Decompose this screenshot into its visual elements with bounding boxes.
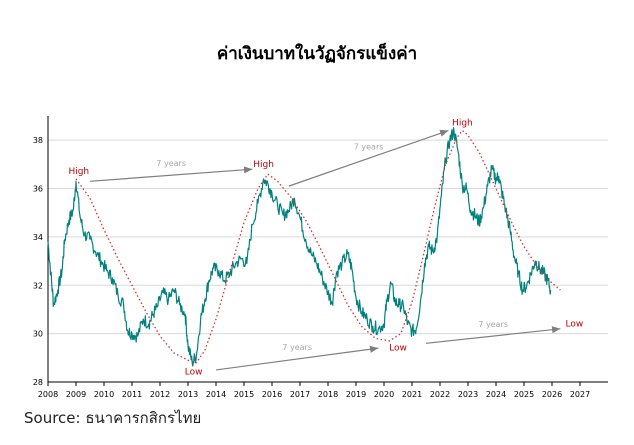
y-tick-label: 30: [33, 330, 43, 339]
chart-title: ค่าเงินบาทในวัฏจักรแข็งค่า: [216, 44, 418, 64]
series-layer: [47, 127, 552, 367]
x-tick-label: 2025: [514, 390, 534, 399]
x-axis: 2008 2009 2010 2011 2012 2013 2014 2015 2016 2017…: [38, 382, 590, 399]
annotation-label: High: [68, 167, 89, 177]
x-tick-label: 2019: [346, 390, 366, 399]
y-tick-label: 36: [33, 185, 43, 194]
x-tick-label: 2017: [290, 390, 310, 399]
arrows-layer: 7 years 7 years 7 years 7 years: [89, 129, 561, 371]
arrow-label: 7 years: [282, 343, 312, 352]
arrow: [288, 129, 449, 187]
arrow: [425, 326, 561, 344]
annotation-label: High: [253, 160, 274, 170]
x-tick-label: 2014: [206, 390, 226, 399]
x-tick-label: 2020: [374, 390, 394, 399]
x-tick-label: 2018: [318, 390, 338, 399]
x-tick-label: 2010: [94, 390, 114, 399]
y-axis: 28 30 32 34 36 38: [33, 136, 43, 387]
x-tick-label: 2023: [458, 390, 478, 399]
arrow-label: 7 years: [156, 159, 186, 168]
y-tick-label: 38: [33, 136, 43, 145]
annotation-label: Low: [389, 344, 407, 354]
x-tick-label: 2016: [262, 390, 282, 399]
series-line: [47, 127, 552, 367]
annotation-label: Low: [566, 319, 584, 329]
y-tick-label: 32: [33, 281, 43, 290]
x-tick-label: 2021: [402, 390, 422, 399]
trend-curve-layer: [75, 129, 561, 364]
x-tick-label: 2013: [178, 390, 198, 399]
y-tick-label: 34: [33, 233, 43, 242]
y-tick-label: 28: [33, 378, 43, 387]
annotation-label: Low: [185, 368, 203, 378]
x-tick-label: 2022: [430, 390, 450, 399]
arrow: [89, 166, 253, 182]
gridlines: [48, 139, 608, 335]
x-tick-label: 2011: [122, 390, 142, 399]
x-tick-label: 2012: [150, 390, 170, 399]
x-tick-label: 2027: [570, 390, 590, 399]
axes: [47, 116, 608, 383]
arrow: [215, 345, 379, 371]
arrow-label: 7 years: [354, 142, 384, 151]
annotations-layer: High Low High Low High Low: [68, 119, 583, 378]
source-note: Source: ธนาคารกสิกรไทย: [24, 409, 202, 427]
x-tick-label: 2015: [234, 390, 254, 399]
annotation-label: High: [452, 119, 473, 129]
x-tick-label: 2008: [38, 390, 58, 399]
x-tick-label: 2026: [542, 390, 562, 399]
x-tick-label: 2009: [66, 390, 86, 399]
trend-curve: [75, 129, 561, 364]
arrow-label: 7 years: [478, 320, 508, 329]
x-tick-label: 2024: [486, 390, 506, 399]
